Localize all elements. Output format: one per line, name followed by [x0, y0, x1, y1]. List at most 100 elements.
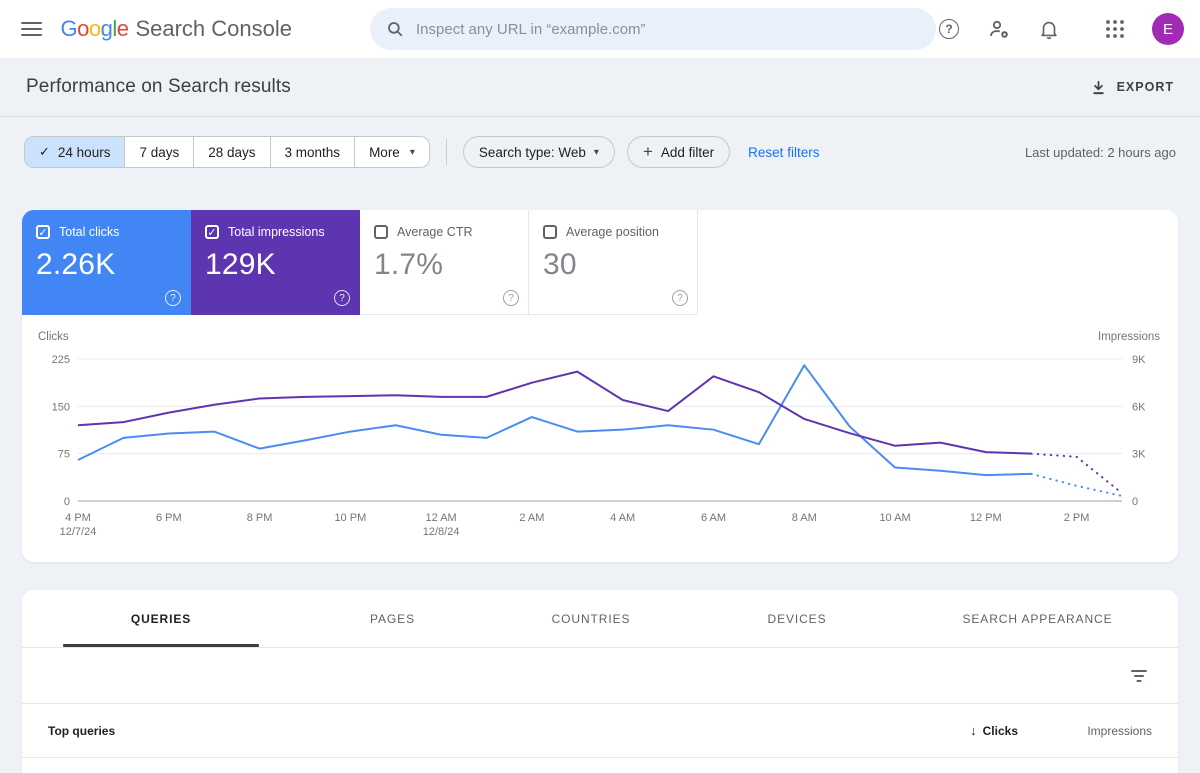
reset-filters-link[interactable]: Reset filters — [748, 144, 820, 160]
range-label: 7 days — [139, 144, 180, 160]
product-name: Search Console — [135, 16, 292, 41]
tab-label: PAGES — [370, 611, 415, 626]
svg-text:6K: 6K — [1132, 401, 1146, 413]
url-inspect-input[interactable] — [416, 20, 936, 38]
svg-text:6 AM: 6 AM — [701, 512, 726, 524]
add-filter-button[interactable]: + Add filter — [626, 136, 731, 168]
metric-cards: ✓ Total clicks 2.26K ? ✓ Total impressions… — [22, 210, 1178, 315]
column-impressions[interactable]: Impressions — [1087, 723, 1152, 738]
help-button[interactable]: ? — [936, 16, 962, 42]
checkbox-icon[interactable]: ✓ — [205, 225, 219, 239]
metric-total-impressions[interactable]: ✓ Total impressions 129K ? — [191, 210, 360, 315]
dimension-tabs: QUERIES PAGES COUNTRIES DEVICES SEARCH A… — [22, 590, 1178, 648]
left-axis-title: Clicks — [38, 331, 69, 343]
svg-text:2 AM: 2 AM — [519, 512, 544, 524]
google-logo: Google — [60, 16, 129, 41]
toolbar-divider — [445, 139, 447, 165]
svg-text:12/8/24: 12/8/24 — [423, 526, 460, 538]
tab-label: SEARCH APPEARANCE — [962, 611, 1113, 626]
metrics-spacer — [698, 210, 1178, 315]
chevron-down-icon: ▾ — [409, 146, 415, 158]
help-icon[interactable]: ? — [503, 290, 519, 306]
range-7-days[interactable]: 7 days — [125, 137, 195, 167]
svg-text:2 PM: 2 PM — [1064, 512, 1090, 524]
svg-text:6 PM: 6 PM — [156, 512, 182, 524]
metric-label: Average CTR — [397, 225, 473, 239]
metric-total-clicks[interactable]: ✓ Total clicks 2.26K ? — [22, 210, 191, 315]
account-avatar[interactable]: E — [1152, 13, 1184, 45]
range-label: 24 hours — [57, 144, 111, 160]
right-axis-title: Impressions — [1098, 331, 1160, 343]
apps-grid-icon — [1106, 20, 1124, 38]
export-label: EXPORT — [1116, 80, 1174, 94]
metric-average-ctr[interactable]: Average CTR 1.7% ? — [360, 210, 529, 315]
metric-label: Average position — [566, 225, 659, 239]
svg-text:4 AM: 4 AM — [610, 512, 635, 524]
question-icon: ? — [939, 19, 959, 39]
range-28-days[interactable]: 28 days — [194, 137, 271, 167]
help-icon[interactable]: ? — [165, 290, 181, 306]
range-label: 3 months — [284, 144, 341, 160]
user-settings-button[interactable] — [986, 16, 1012, 42]
plus-icon: + — [642, 142, 653, 161]
url-inspect-searchbar[interactable] — [370, 8, 936, 50]
column-clicks-sort[interactable]: ↓ Clicks — [898, 723, 1018, 738]
checkbox-icon[interactable] — [543, 225, 557, 239]
svg-text:10 AM: 10 AM — [879, 512, 910, 524]
tab-search-appearance[interactable]: SEARCH APPEARANCE — [897, 590, 1178, 647]
svg-text:75: 75 — [58, 449, 70, 461]
tab-label: COUNTRIES — [551, 611, 631, 626]
svg-text:8 AM: 8 AM — [792, 512, 817, 524]
filter-list-icon[interactable] — [1130, 668, 1148, 684]
range-24-hours[interactable]: ✓ 24 hours — [25, 137, 126, 167]
table-header-row: Top queries ↓ Clicks Impressions — [22, 704, 1178, 758]
search-type-dropdown[interactable]: Search type: Web ▾ — [462, 136, 615, 168]
chevron-down-icon: ▾ — [593, 146, 599, 158]
apps-grid-button[interactable] — [1102, 16, 1128, 42]
help-icon[interactable]: ? — [334, 290, 350, 306]
app-logo[interactable]: Google Search Console — [60, 16, 292, 42]
tab-label: QUERIES — [130, 611, 192, 626]
active-tab-underline — [63, 644, 259, 647]
checkbox-icon[interactable]: ✓ — [36, 225, 50, 239]
svg-text:150: 150 — [52, 401, 70, 413]
svg-text:225: 225 — [52, 354, 70, 366]
help-icon[interactable]: ? — [672, 290, 688, 306]
column-top-queries: Top queries — [48, 723, 116, 738]
search-type-label: Search type: Web — [478, 144, 586, 160]
metric-value: 129K — [205, 248, 276, 281]
metric-value: 2.26K — [36, 248, 116, 281]
search-icon — [388, 22, 403, 37]
svg-text:0: 0 — [1132, 496, 1138, 508]
tab-queries[interactable]: QUERIES — [22, 590, 300, 647]
svg-text:12 AM: 12 AM — [426, 512, 457, 524]
notifications-button[interactable] — [1036, 16, 1062, 42]
checkbox-icon[interactable] — [374, 225, 388, 239]
svg-text:10 PM: 10 PM — [334, 512, 366, 524]
performance-chart-card: ✓ Total clicks 2.26K ? ✓ Total impressions… — [22, 210, 1178, 562]
sort-arrow-icon: ↓ — [970, 723, 977, 738]
svg-text:8 PM: 8 PM — [247, 512, 273, 524]
range-3-months[interactable]: 3 months — [270, 137, 356, 167]
svg-text:4 PM: 4 PM — [65, 512, 91, 524]
tab-countries[interactable]: COUNTRIES — [485, 590, 697, 647]
svg-text:3K: 3K — [1132, 449, 1146, 461]
metric-value: 30 — [543, 248, 577, 281]
tab-pages[interactable]: PAGES — [300, 590, 485, 647]
range-label: More — [369, 144, 400, 160]
filter-toolbar: ✓ 24 hours 7 days 28 days 3 months More … — [24, 136, 1176, 168]
table-filter-row — [22, 648, 1178, 704]
svg-text:12/7/24: 12/7/24 — [60, 526, 97, 538]
bell-icon — [1041, 21, 1057, 40]
menu-icon[interactable] — [21, 17, 43, 41]
svg-text:9K: 9K — [1132, 354, 1146, 366]
export-button[interactable]: EXPORT — [1090, 79, 1174, 96]
tab-devices[interactable]: DEVICES — [697, 590, 897, 647]
app-header: Google Search Console ? E — [0, 0, 1200, 58]
metric-average-position[interactable]: Average position 30 ? — [529, 210, 698, 315]
svg-text:0: 0 — [64, 496, 70, 508]
person-gear-icon — [990, 20, 1008, 38]
range-more-dropdown[interactable]: More ▾ — [355, 137, 429, 167]
last-updated-text: Last updated: 2 hours ago — [1024, 144, 1176, 160]
tab-label: DEVICES — [767, 611, 827, 626]
